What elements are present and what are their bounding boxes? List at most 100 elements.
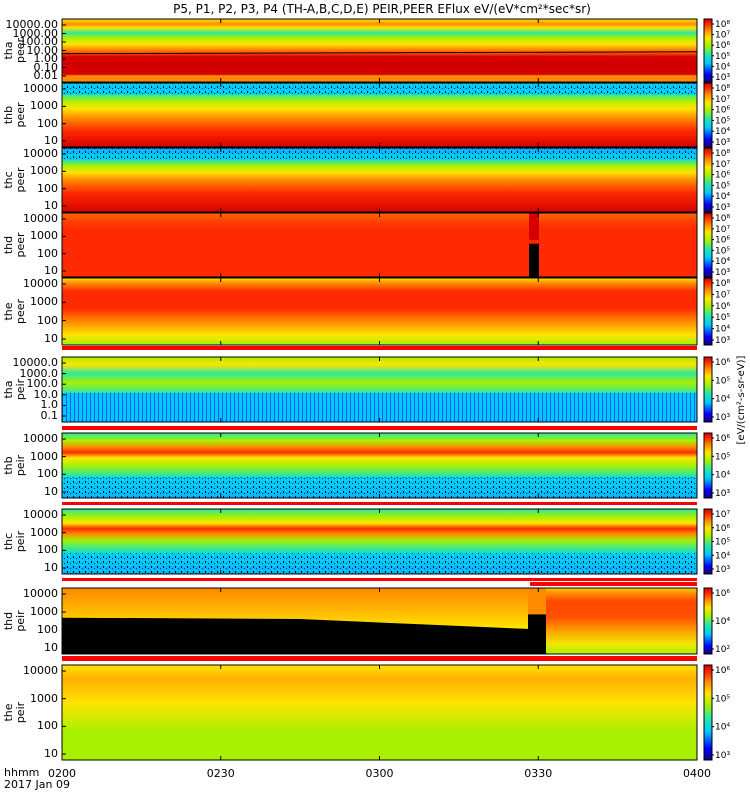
y-tick-label: 100 xyxy=(37,116,58,130)
y-tick-label: 10.0 xyxy=(33,387,59,401)
spectrogram-panel xyxy=(61,82,698,148)
colorbar-ramp xyxy=(703,82,713,148)
figure-title: P5, P1, P2, P3, P4 (TH-A,B,C,D,E) PEIR,P… xyxy=(173,2,591,16)
noise-region xyxy=(62,83,697,95)
colorbar-ramp xyxy=(703,432,713,499)
y-tick-label: 10 xyxy=(44,264,58,277)
spectrogram-segment xyxy=(546,588,697,654)
panel-ylabel: peir xyxy=(14,701,27,723)
colorbar: 10⁶ 10⁵ 10⁴ 10³ xyxy=(703,356,730,423)
colorbar-tick-label: 10² xyxy=(715,645,730,655)
y-tick-label: 10 xyxy=(44,485,58,498)
y-tick-label: 10000 xyxy=(23,432,58,445)
red-separator-band xyxy=(62,578,697,581)
spectrogram-image xyxy=(62,278,697,345)
y-tick-label: 10000 xyxy=(23,212,58,225)
noise-region xyxy=(62,148,697,160)
colorbar-tick-label: 10⁸ xyxy=(715,279,730,289)
y-tick-label: 100 xyxy=(37,313,58,327)
y-tick-label: 1000 xyxy=(30,691,58,705)
y-tick-label: 0.1 xyxy=(40,409,59,422)
colorbar-tick-label: 10⁸ xyxy=(715,214,730,224)
colorbar-tick-label: 10⁸ xyxy=(715,84,730,94)
data-gap xyxy=(529,243,539,277)
colorbar-tick-label: 10⁵ xyxy=(715,694,730,704)
colorbar-ramp xyxy=(703,212,713,278)
colorbar-tick-label: 10³ xyxy=(715,203,730,213)
panel-ylabel: thb xyxy=(2,106,15,124)
x-tick-label: 0200 xyxy=(48,767,76,780)
panel-ylabel: thd xyxy=(2,236,15,254)
colorbar-tick-label: 10⁴ xyxy=(715,325,730,335)
y-tick-label: 100 xyxy=(37,623,58,636)
spectrogram-panel xyxy=(61,664,698,761)
spectrogram-image xyxy=(62,213,697,277)
noise-region xyxy=(62,477,697,498)
y-tick-label: 1000 xyxy=(30,605,58,618)
y-tick-label: 100 xyxy=(37,467,58,481)
red-separator-band xyxy=(62,346,697,350)
colorbar: 10⁶ 10⁵ 10⁴ 10³ xyxy=(703,664,730,761)
date-label: 2017 Jan 09 xyxy=(4,778,70,791)
y-tick-label: 1.0 xyxy=(40,398,59,412)
red-separator-band xyxy=(62,426,697,430)
colorbar-tick-label: 10⁶ xyxy=(715,302,730,312)
colorbar: 10⁶ 10⁵ 10⁴ 10³ xyxy=(703,432,730,499)
y-tick-label: 10000 xyxy=(23,277,58,290)
y-tick-label: 1000 xyxy=(30,525,58,539)
colorbar-tick-label: 10³ xyxy=(715,751,730,761)
colorbar: 10⁷ 10⁶ 10⁵ 10⁴ 10³ xyxy=(703,508,730,575)
x-tick-label: 0230 xyxy=(206,767,235,780)
colorbar-tick-label: 10⁴ xyxy=(715,127,730,137)
x-tick-label: 0300 xyxy=(365,767,394,780)
colorbar-tick-label: 10⁶ xyxy=(715,589,730,599)
red-separator-band xyxy=(62,502,697,505)
colorbar-tick-label: 10³ xyxy=(715,73,730,83)
panel-ylabel: tha xyxy=(2,41,15,59)
y-tick-label: 0.01 xyxy=(33,69,59,82)
y-tick-label: 1000 xyxy=(30,229,58,243)
y-tick-label: 100 xyxy=(37,543,58,557)
spectrogram-panel xyxy=(61,18,698,83)
x-tick-label: 0400 xyxy=(683,767,711,780)
colorbar-tick-label: 10⁸ xyxy=(715,149,730,159)
colorbar-tick-label: 10⁴ xyxy=(715,192,730,202)
panel-ylabel: peer xyxy=(14,167,27,193)
colorbar-ramp xyxy=(703,356,713,423)
colorbar-tick-label: 10⁵ xyxy=(715,246,730,256)
y-tick-label: 10.00 xyxy=(26,43,59,57)
panel-ylabel: thb xyxy=(2,456,15,474)
colorbar-tick-label: 10⁷ xyxy=(715,95,730,105)
colorbar-ramp xyxy=(703,587,713,655)
colorbar-tick-label: 10⁵ xyxy=(715,116,730,126)
y-tick-label: 0.10 xyxy=(33,60,59,74)
noise-region xyxy=(62,553,697,574)
colorbar-units-label: [eV/(cm²-s-sr-eV)] xyxy=(736,355,747,444)
colorbar-tick-label: 10⁶ xyxy=(715,524,730,534)
spectrogram-image xyxy=(62,665,697,760)
y-tick-label: 100 xyxy=(37,719,58,733)
panel-ylabel: peir xyxy=(14,378,27,400)
spectrogram-panel xyxy=(61,212,698,278)
spectrogram-panel xyxy=(61,587,698,655)
colorbar-tick-label: 10⁴ xyxy=(715,723,730,733)
colorbar-tick-label: 10³ xyxy=(715,565,730,575)
colorbar-tick-label: 10⁷ xyxy=(715,160,730,170)
colorbar-tick-label: 10⁷ xyxy=(715,225,730,235)
y-tick-label: 10 xyxy=(44,134,58,147)
colorbar-tick-label: 10⁷ xyxy=(715,510,730,520)
colorbar-tick-label: 10⁴ xyxy=(715,471,730,481)
panel-ylabel: the xyxy=(2,302,15,320)
y-tick-label: 100.00 xyxy=(19,35,59,48)
time-format-label: hhmm xyxy=(4,766,40,779)
colorbar-tick-label: 10⁵ xyxy=(715,181,730,191)
y-tick-label: 1000 xyxy=(30,295,58,309)
colorbar-tick-label: 10⁴ xyxy=(715,257,730,267)
colorbar-tick-label: 10³ xyxy=(715,336,730,346)
data-gap xyxy=(528,614,546,654)
colorbar-tick-label: 10⁶ xyxy=(715,106,730,116)
